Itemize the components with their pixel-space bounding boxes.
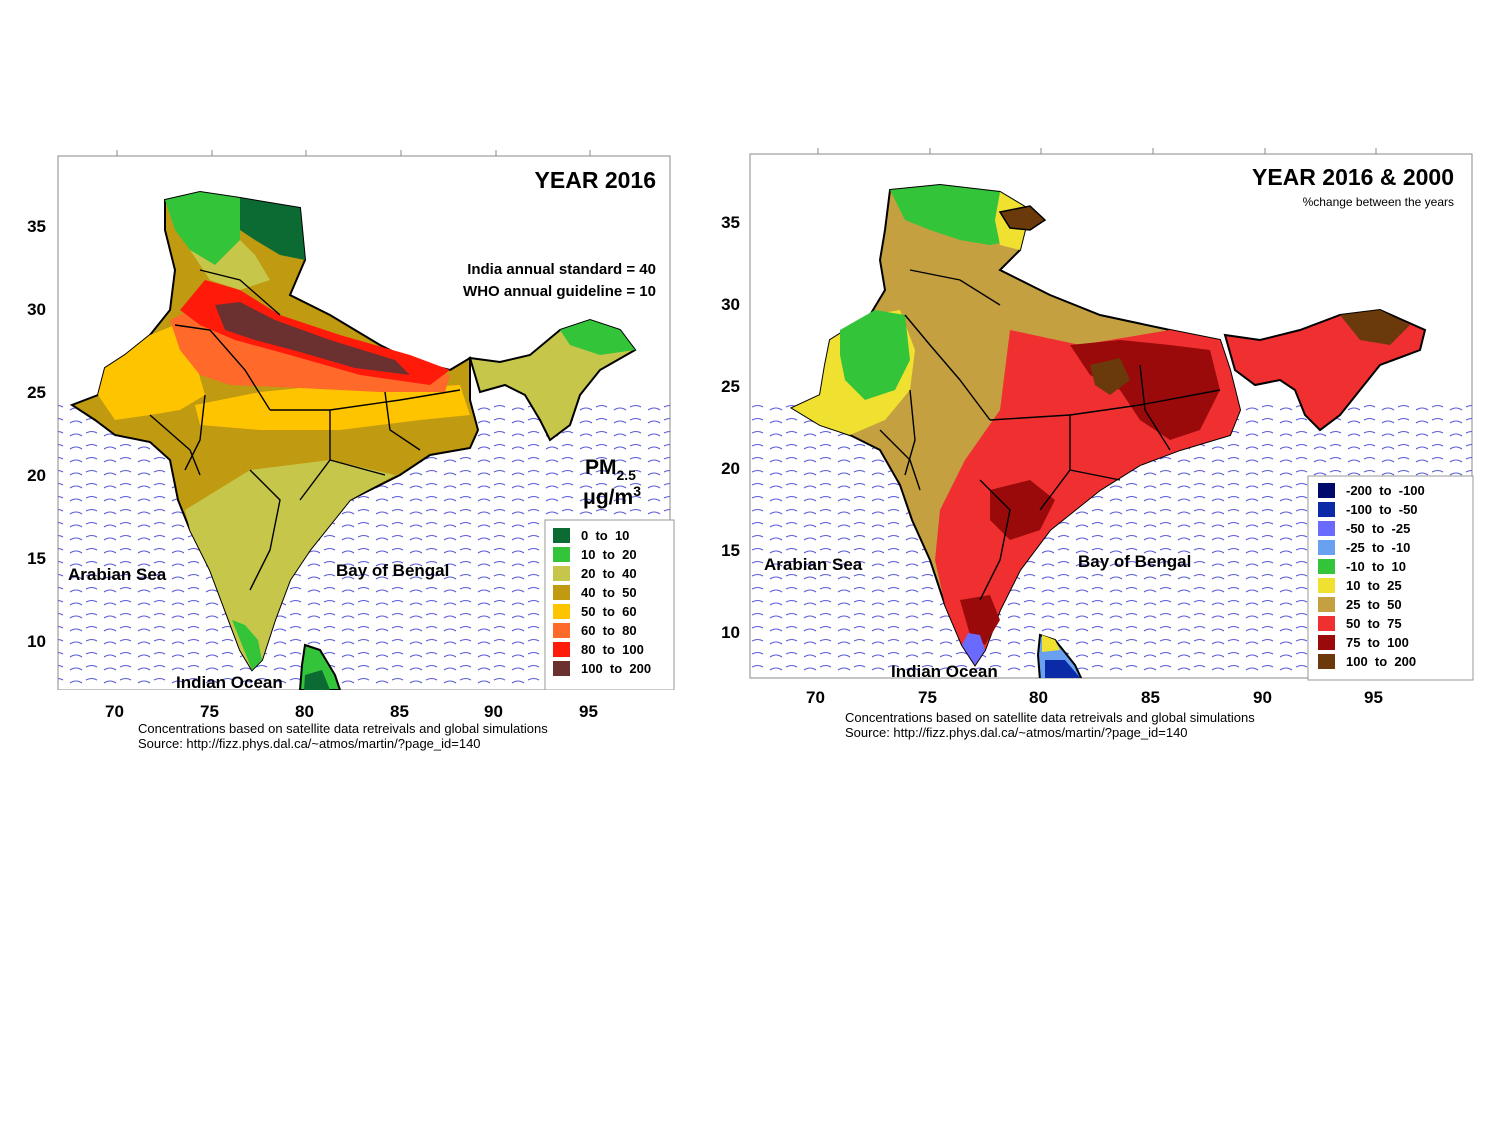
right-legend: -200 to -100 -100 to -50 -50 to -25 -25 to … xyxy=(1307,475,1474,681)
right-legend-label-3: -25 to -10 xyxy=(1346,540,1410,555)
left-legend: 0 to 10 10 to 20 20 to 40 40 to 50 50 to 60 6… xyxy=(544,519,675,690)
right-legend-swatch-7 xyxy=(1318,616,1335,631)
left-legend-swatch-2 xyxy=(553,566,570,581)
left-x-tick-85: 85 xyxy=(390,702,409,721)
left-y-tick-30: 30 xyxy=(27,300,46,319)
unit-label: μg/m3 xyxy=(583,483,641,509)
left-x-tick-95: 95 xyxy=(579,702,598,721)
right-legend-swatch-1 xyxy=(1318,502,1335,517)
right-legend-label-8: 75 to 100 xyxy=(1346,635,1409,650)
right-legend-label-4: -10 to 10 xyxy=(1346,559,1406,574)
right-y-tick-20: 20 xyxy=(721,459,740,478)
pm25-label: PM2.5 xyxy=(585,456,636,483)
left-legend-swatch-3 xyxy=(553,585,570,600)
left-label-arabian-sea: Arabian Sea xyxy=(68,565,167,584)
right-y-tick-25: 25 xyxy=(721,377,740,396)
left-legend-swatch-4 xyxy=(553,604,570,619)
right-legend-label-0: -200 to -100 xyxy=(1346,483,1425,498)
left-x-tick-75: 75 xyxy=(200,702,219,721)
right-legend-swatch-3 xyxy=(1318,540,1335,555)
left-x-axis: 70 75 80 85 90 95 xyxy=(0,702,700,724)
right-map-subtitle: %change between the years xyxy=(1303,195,1454,209)
left-legend-swatch-6 xyxy=(553,642,570,657)
right-legend-label-1: -100 to -50 xyxy=(1346,502,1418,517)
right-x-tick-80: 80 xyxy=(1029,688,1048,707)
left-legend-swatch-7 xyxy=(553,661,570,676)
left-caption: Concentrations based on satellite data r… xyxy=(138,721,548,751)
left-x-tick-90: 90 xyxy=(484,702,503,721)
right-x-tick-90: 90 xyxy=(1253,688,1272,707)
left-x-tick-70: 70 xyxy=(105,702,124,721)
left-legend-swatch-0 xyxy=(553,528,570,543)
right-legend-swatch-0 xyxy=(1318,483,1335,498)
left-caption-line1: Concentrations based on satellite data r… xyxy=(138,721,548,736)
left-caption-source: Source: http://fizz.phys.dal.ca/~atmos/m… xyxy=(138,736,481,751)
right-x-axis: 70 75 80 85 90 95 xyxy=(700,688,1490,710)
right-legend-swatch-8 xyxy=(1318,635,1335,650)
left-label-indian-ocean: Indian Ocean xyxy=(176,673,283,690)
left-legend-swatch-5 xyxy=(553,623,570,638)
right-label-bay-of-bengal: Bay of Bengal xyxy=(1078,552,1191,571)
left-y-tick-35: 35 xyxy=(27,217,46,236)
right-legend-label-7: 50 to 75 xyxy=(1346,616,1402,631)
right-y-tick-10: 10 xyxy=(721,623,740,642)
left-legend-label-7: 100 to 200 xyxy=(581,661,651,676)
right-y-tick-30: 30 xyxy=(721,295,740,314)
left-y-tick-25: 25 xyxy=(27,383,46,402)
right-x-tick-95: 95 xyxy=(1364,688,1383,707)
right-legend-label-2: -50 to -25 xyxy=(1346,521,1410,536)
left-legend-swatch-1 xyxy=(553,547,570,562)
right-map-title: YEAR 2016 & 2000 xyxy=(1252,164,1454,190)
right-caption-source: Source: http://fizz.phys.dal.ca/~atmos/m… xyxy=(845,725,1188,740)
left-legend-label-5: 60 to 80 xyxy=(581,623,637,638)
left-y-tick-15: 15 xyxy=(27,549,46,568)
right-label-arabian-sea: Arabian Sea xyxy=(764,555,863,574)
right-caption-line1: Concentrations based on satellite data r… xyxy=(845,710,1255,725)
right-map-panel: 35 30 25 20 15 10 YEAR 2016 & 2000 %chan… xyxy=(721,148,1474,681)
right-legend-swatch-4 xyxy=(1318,559,1335,574)
right-label-indian-ocean: Indian Ocean xyxy=(891,662,998,681)
right-legend-swatch-2 xyxy=(1318,521,1335,536)
left-map-title: YEAR 2016 xyxy=(535,167,656,193)
left-legend-label-1: 10 to 20 xyxy=(581,547,637,562)
right-x-tick-70: 70 xyxy=(806,688,825,707)
left-x-tick-80: 80 xyxy=(295,702,314,721)
left-legend-label-6: 80 to 100 xyxy=(581,642,644,657)
left-y-tick-10: 10 xyxy=(27,632,46,651)
left-legend-label-3: 40 to 50 xyxy=(581,585,637,600)
right-x-tick-85: 85 xyxy=(1141,688,1160,707)
left-map-panel: 35 30 25 20 15 10 YEAR 2016 India annual… xyxy=(27,150,675,690)
right-legend-label-5: 10 to 25 xyxy=(1346,578,1402,593)
left-label-bay-of-bengal: Bay of Bengal xyxy=(336,561,449,580)
left-legend-label-0: 0 to 10 xyxy=(581,528,629,543)
right-legend-swatch-9 xyxy=(1318,654,1335,669)
right-legend-swatch-6 xyxy=(1318,597,1335,612)
left-legend-label-2: 20 to 40 xyxy=(581,566,637,581)
who-guideline-note: WHO annual guideline = 10 xyxy=(463,283,656,300)
right-caption: Concentrations based on satellite data r… xyxy=(845,710,1255,740)
india-standard-note: India annual standard = 40 xyxy=(467,261,656,278)
right-x-tick-75: 75 xyxy=(918,688,937,707)
right-y-tick-15: 15 xyxy=(721,541,740,560)
right-legend-label-6: 25 to 50 xyxy=(1346,597,1402,612)
right-legend-swatch-5 xyxy=(1318,578,1335,593)
left-legend-label-4: 50 to 60 xyxy=(581,604,637,619)
right-legend-label-9: 100 to 200 xyxy=(1346,654,1416,669)
left-y-tick-20: 20 xyxy=(27,466,46,485)
right-y-tick-35: 35 xyxy=(721,213,740,232)
